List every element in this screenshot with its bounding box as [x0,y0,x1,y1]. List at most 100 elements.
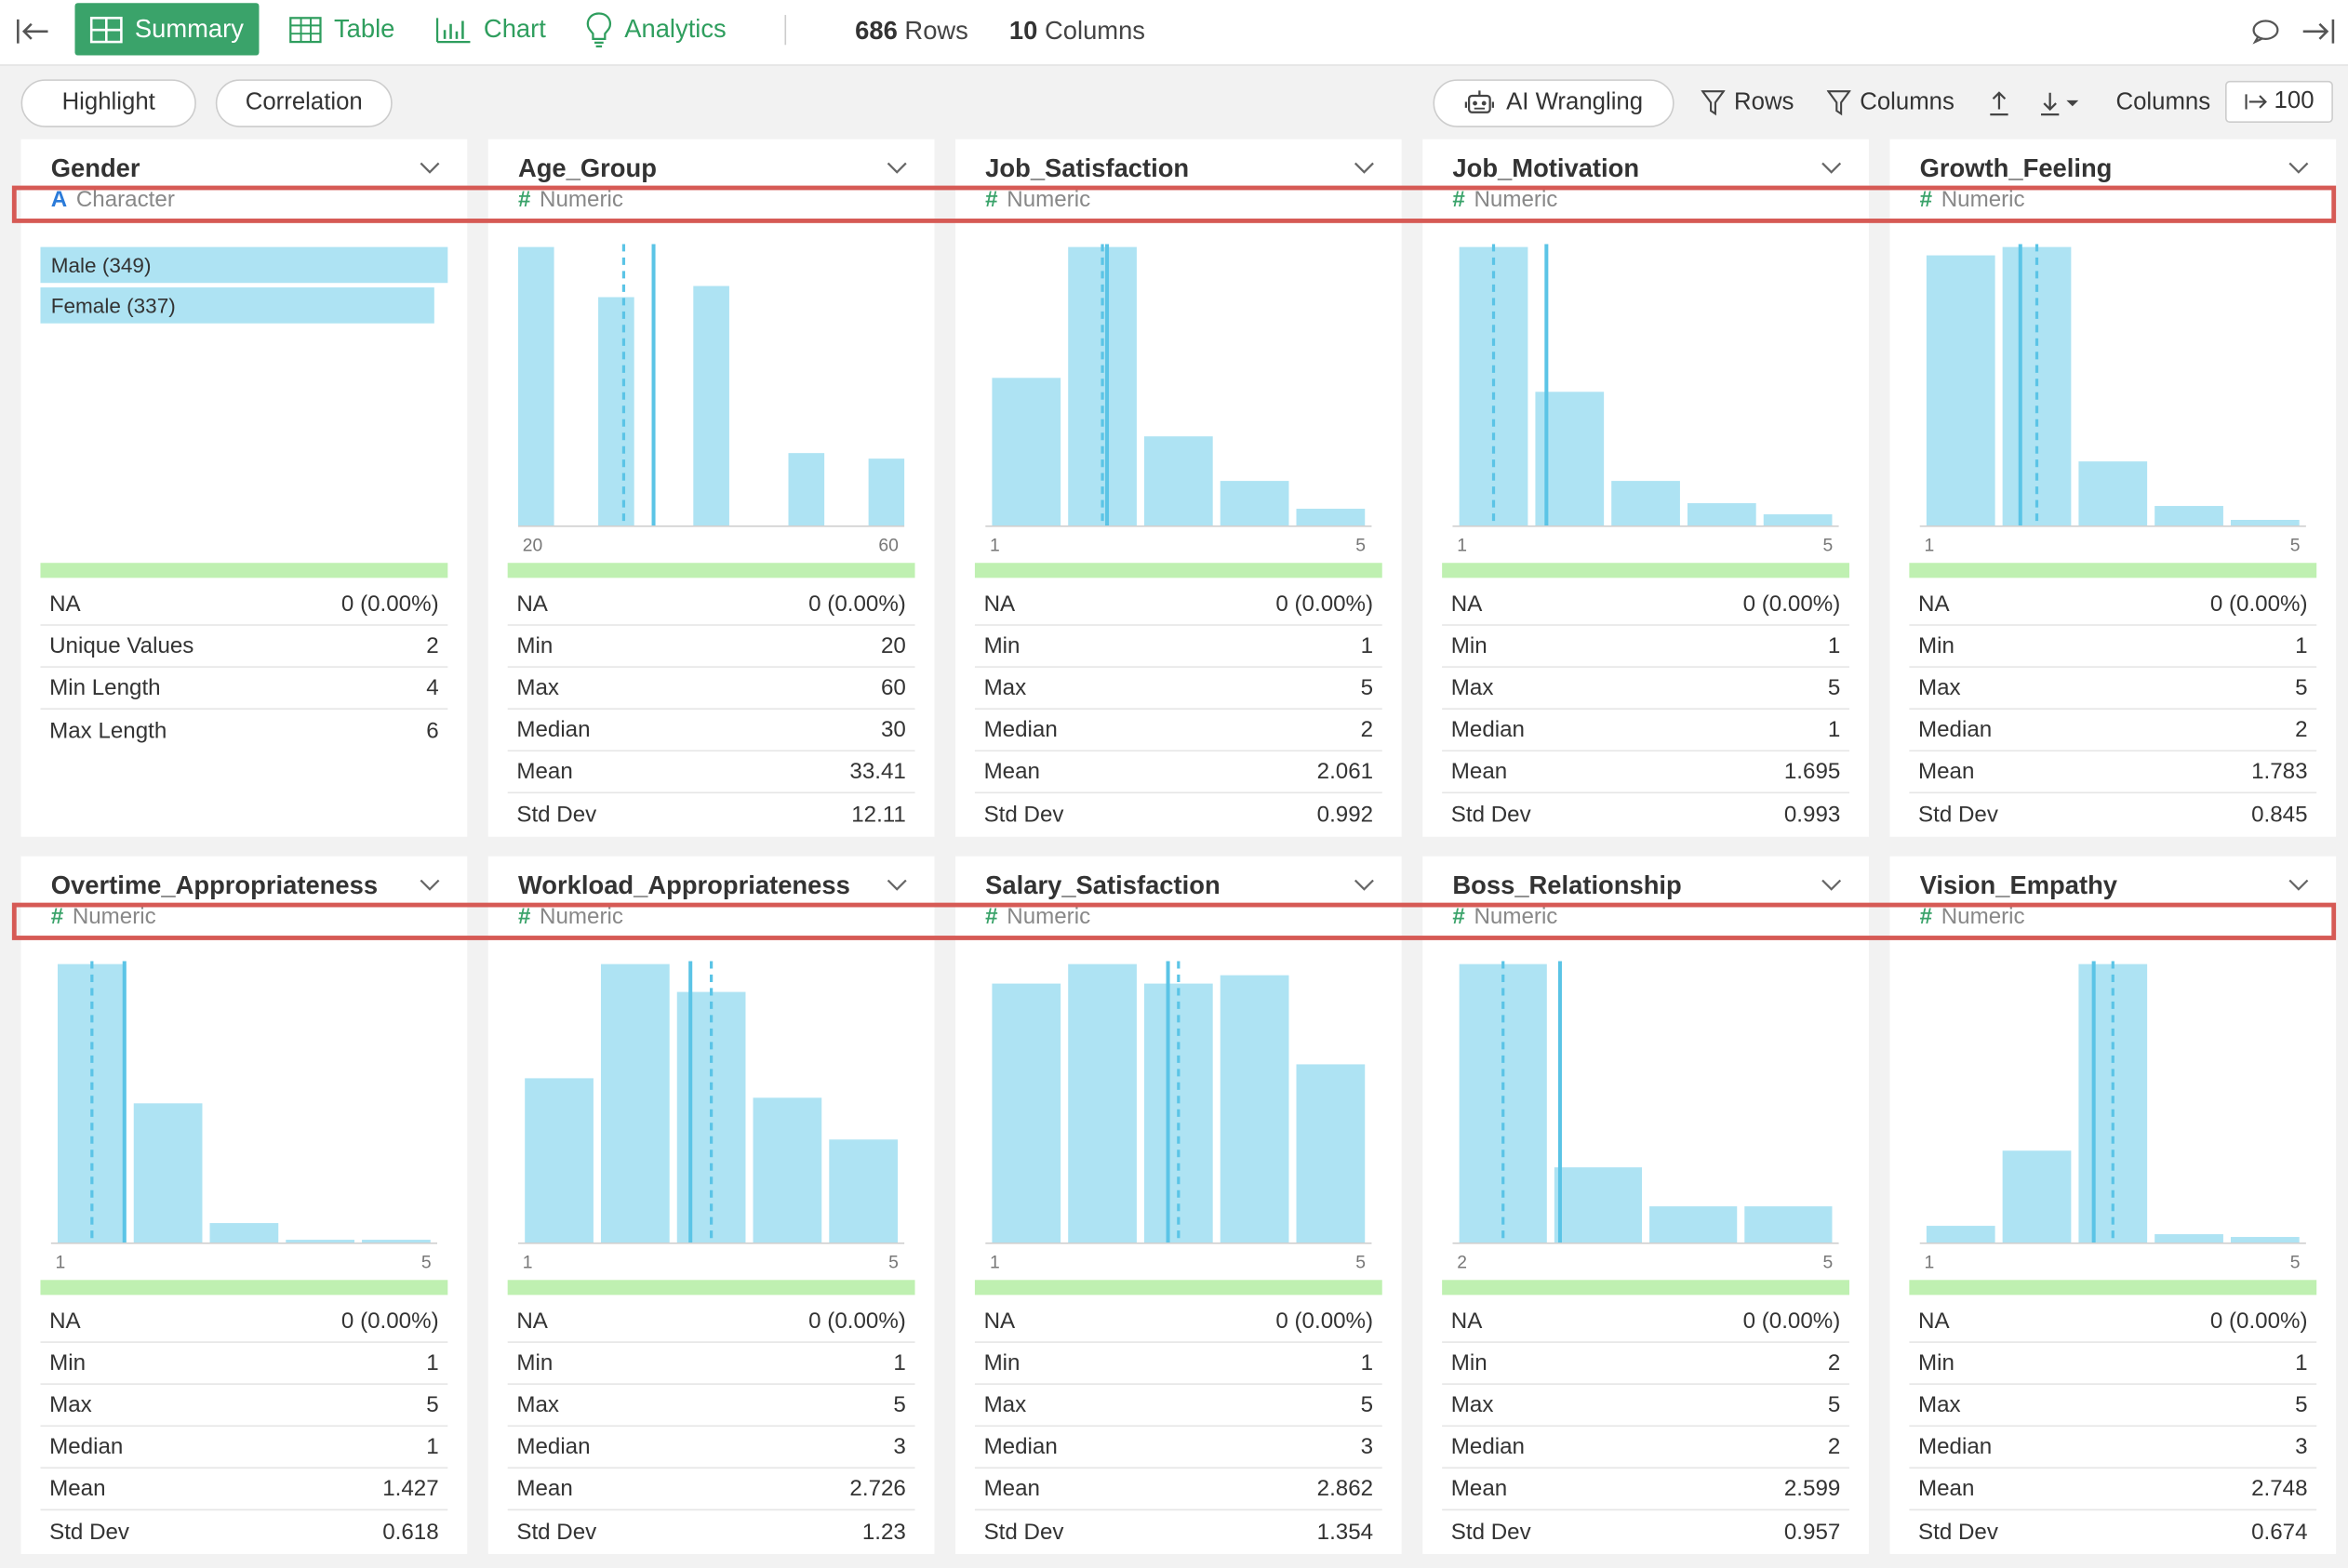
histogram-bar[interactable] [133,1103,203,1243]
histogram-bar[interactable] [600,963,670,1243]
column-name[interactable]: Age_Group [517,153,657,183]
stat-label: NA [49,1308,81,1335]
histogram-bar[interactable] [829,1139,899,1243]
histogram-bar[interactable] [286,1240,355,1243]
histogram-bar[interactable] [1220,975,1289,1243]
tab-chart[interactable]: Chart [420,3,561,55]
column-name[interactable]: Job_Satisfaction [985,153,1190,183]
stat-row: Min 1 [507,1343,915,1385]
histogram-bar[interactable] [1744,1206,1833,1243]
stat-row: Min 1 [974,1343,1382,1385]
histogram-bar[interactable] [517,246,554,526]
columns-limit-input[interactable]: 100 [2225,80,2333,123]
axis-min-label: 20 [523,536,542,555]
collapse-right-icon[interactable] [2300,15,2336,47]
column-card[interactable]: Job_Motivation # Numeric 1 5 NA 0 (0.00%) Min 1 M… [1422,139,1869,837]
histogram-bar[interactable] [2230,520,2300,526]
column-name[interactable]: Job_Motivation [1452,153,1640,183]
category-bar[interactable]: Male (349) [40,246,448,284]
histogram-bar[interactable] [1068,963,1137,1243]
column-name[interactable]: Workload_Appropriateness [517,870,850,900]
column-card[interactable]: Overtime_Appropriateness # Numeric 1 5 NA 0 (0… [20,856,468,1554]
chevron-down-icon[interactable] [1354,877,1375,892]
na-ratio-bar [1442,563,1849,578]
column-card[interactable]: Vision_Empathy # Numeric 1 5 NA 0 (0.00%) Min 1 M… [1889,856,2337,1554]
column-name[interactable]: Salary_Satisfaction [985,870,1221,900]
chevron-down-icon[interactable] [887,877,908,892]
column-name[interactable]: Growth_Feeling [1919,153,2113,183]
type-symbol: # [1919,904,1933,930]
sort-descending-icon[interactable] [2038,86,2092,122]
histogram-bar[interactable] [2002,1150,2072,1243]
tab-summary[interactable]: Summary [74,3,260,56]
column-name[interactable]: Boss_Relationship [1452,870,1682,900]
chevron-down-icon[interactable] [1821,877,1842,892]
histogram-bar[interactable] [1296,509,1366,526]
histogram-bar[interactable] [1926,1226,1995,1243]
histogram-bar[interactable] [788,453,825,526]
histogram-bar[interactable] [1649,1206,1738,1243]
histogram-bar[interactable] [209,1223,279,1243]
histogram-bar[interactable] [1926,255,1995,526]
histogram-bar[interactable] [753,1097,822,1243]
histogram-bar[interactable] [868,458,905,526]
column-card[interactable]: Growth_Feeling # Numeric 1 5 NA 0 (0.00%) Min 1 M… [1889,139,2337,837]
highlight-button[interactable]: Highlight [20,79,196,127]
column-name[interactable]: Gender [50,153,140,183]
chevron-down-icon[interactable] [887,160,908,175]
histogram-bar[interactable] [1220,481,1289,526]
histogram-bar[interactable] [1554,1167,1643,1243]
chevron-down-icon[interactable] [1821,160,1842,175]
tab-table[interactable]: Table [274,3,410,55]
ai-wrangling-button[interactable]: AI Wrangling [1433,79,1674,127]
column-card[interactable]: Workload_Appropriateness # Numeric 1 5 NA 0 (0… [487,856,935,1554]
columns-filter-button[interactable]: Columns [1826,86,1954,122]
chevron-down-icon[interactable] [420,160,441,175]
column-histogram[interactable]: Male (349) Female (337) [40,244,448,558]
comment-icon[interactable] [2248,15,2284,47]
histogram-bar[interactable] [598,297,634,526]
stat-label: Max [1918,1392,1961,1418]
histogram-bar[interactable] [1763,514,1833,526]
histogram-bar[interactable] [992,983,1061,1243]
histogram-bar[interactable] [2230,1237,2300,1243]
histogram-bar[interactable] [1687,503,1756,526]
column-histogram[interactable]: 20 60 [517,244,905,558]
column-card[interactable]: Boss_Relationship # Numeric 2 5 NA 0 (0.00%) Mi… [1422,856,1869,1554]
tab-analytics[interactable]: Analytics [570,3,741,55]
category-bar[interactable]: Female (337) [40,287,434,324]
column-card[interactable]: Gender A Character Male (349) Female (337) NA… [20,139,468,837]
histogram-bar[interactable] [1143,436,1213,526]
stat-label: Min [983,632,1021,659]
histogram-bar[interactable] [1296,1064,1366,1243]
histogram-bar[interactable] [2078,461,2148,526]
collapse-left-icon[interactable] [15,15,51,47]
sort-ascending-icon[interactable] [1987,86,2020,122]
histogram-bar[interactable] [693,286,729,526]
chevron-down-icon[interactable] [420,877,441,892]
column-name[interactable]: Overtime_Appropriateness [50,870,379,900]
histogram-bar[interactable] [2155,1234,2223,1243]
column-name[interactable]: Vision_Empathy [1919,870,2118,900]
histogram-bar[interactable] [992,378,1061,526]
histogram-bar[interactable] [1611,481,1680,526]
column-card[interactable]: Job_Satisfaction # Numeric 1 5 NA 0 (0.00%) Min… [954,139,1402,837]
histogram-bar[interactable] [362,1240,431,1243]
column-card[interactable]: Salary_Satisfaction # Numeric 1 5 NA 0 (0.00%)… [954,856,1402,1554]
column-card[interactable]: Age_Group # Numeric 20 60 NA 0 (0.00%) Min 20 Max… [487,139,935,837]
histogram-bar[interactable] [2155,506,2223,526]
chevron-down-icon[interactable] [2288,160,2310,175]
histogram-bar[interactable] [525,1078,594,1243]
chevron-down-icon[interactable] [1354,160,1375,175]
chevron-down-icon[interactable] [2288,877,2310,892]
rows-filter-button[interactable]: Rows [1701,86,1794,122]
correlation-button[interactable]: Correlation [215,79,393,127]
